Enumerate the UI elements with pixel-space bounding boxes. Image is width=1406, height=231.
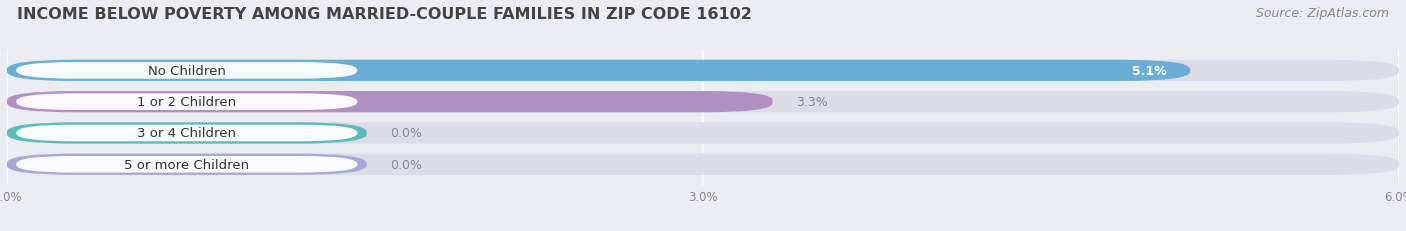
Text: 3.3%: 3.3% bbox=[796, 96, 828, 109]
FancyBboxPatch shape bbox=[7, 123, 367, 144]
Text: 0.0%: 0.0% bbox=[389, 158, 422, 171]
FancyBboxPatch shape bbox=[17, 125, 357, 142]
Text: No Children: No Children bbox=[148, 65, 226, 78]
FancyBboxPatch shape bbox=[7, 154, 1399, 175]
FancyBboxPatch shape bbox=[7, 61, 1399, 82]
FancyBboxPatch shape bbox=[17, 94, 357, 110]
Text: 5.1%: 5.1% bbox=[1132, 65, 1167, 78]
FancyBboxPatch shape bbox=[7, 123, 1399, 144]
FancyBboxPatch shape bbox=[7, 92, 773, 113]
Text: 3 or 4 Children: 3 or 4 Children bbox=[138, 127, 236, 140]
FancyBboxPatch shape bbox=[7, 92, 1399, 113]
FancyBboxPatch shape bbox=[17, 63, 357, 79]
FancyBboxPatch shape bbox=[17, 156, 357, 173]
Text: 0.0%: 0.0% bbox=[389, 127, 422, 140]
Text: INCOME BELOW POVERTY AMONG MARRIED-COUPLE FAMILIES IN ZIP CODE 16102: INCOME BELOW POVERTY AMONG MARRIED-COUPL… bbox=[17, 7, 752, 22]
FancyBboxPatch shape bbox=[7, 61, 1189, 82]
Text: Source: ZipAtlas.com: Source: ZipAtlas.com bbox=[1256, 7, 1389, 20]
FancyBboxPatch shape bbox=[7, 154, 367, 175]
Text: 5 or more Children: 5 or more Children bbox=[124, 158, 249, 171]
Text: 1 or 2 Children: 1 or 2 Children bbox=[138, 96, 236, 109]
